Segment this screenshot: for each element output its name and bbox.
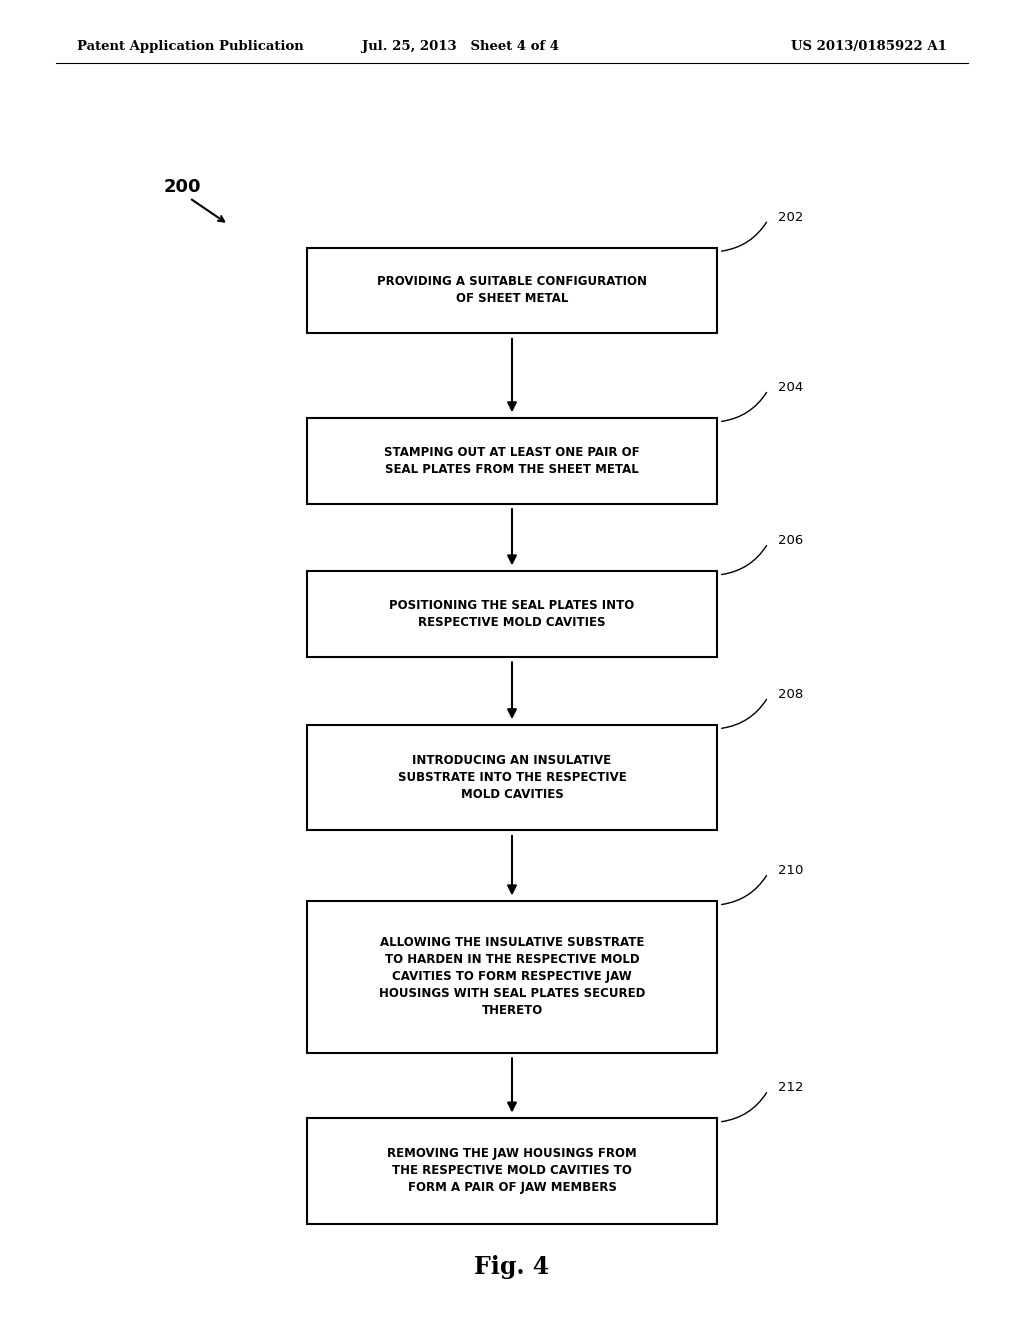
Text: US 2013/0185922 A1: US 2013/0185922 A1 [792, 40, 947, 53]
Text: INTRODUCING AN INSULATIVE
SUBSTRATE INTO THE RESPECTIVE
MOLD CAVITIES: INTRODUCING AN INSULATIVE SUBSTRATE INTO… [397, 754, 627, 801]
Text: STAMPING OUT AT LEAST ONE PAIR OF
SEAL PLATES FROM THE SHEET METAL: STAMPING OUT AT LEAST ONE PAIR OF SEAL P… [384, 446, 640, 475]
Text: Fig. 4: Fig. 4 [474, 1255, 550, 1279]
Bar [307, 725, 717, 830]
Bar [307, 570, 717, 656]
Text: ALLOWING THE INSULATIVE SUBSTRATE
TO HARDEN IN THE RESPECTIVE MOLD
CAVITIES TO F: ALLOWING THE INSULATIVE SUBSTRATE TO HAR… [379, 936, 645, 1018]
Bar [307, 1118, 717, 1224]
Text: Patent Application Publication: Patent Application Publication [77, 40, 303, 53]
Text: 202: 202 [778, 211, 804, 223]
Text: 206: 206 [778, 535, 804, 546]
Text: 212: 212 [778, 1081, 804, 1094]
Text: 210: 210 [778, 865, 804, 876]
Bar [307, 417, 717, 503]
Text: 208: 208 [778, 688, 804, 701]
Text: PROVIDING A SUITABLE CONFIGURATION
OF SHEET METAL: PROVIDING A SUITABLE CONFIGURATION OF SH… [377, 276, 647, 305]
Text: 200: 200 [164, 178, 202, 197]
Bar [307, 900, 717, 1053]
Bar [307, 248, 717, 333]
Text: POSITIONING THE SEAL PLATES INTO
RESPECTIVE MOLD CAVITIES: POSITIONING THE SEAL PLATES INTO RESPECT… [389, 599, 635, 628]
Text: REMOVING THE JAW HOUSINGS FROM
THE RESPECTIVE MOLD CAVITIES TO
FORM A PAIR OF JA: REMOVING THE JAW HOUSINGS FROM THE RESPE… [387, 1147, 637, 1195]
Text: Jul. 25, 2013   Sheet 4 of 4: Jul. 25, 2013 Sheet 4 of 4 [362, 40, 559, 53]
Text: 204: 204 [778, 381, 804, 393]
